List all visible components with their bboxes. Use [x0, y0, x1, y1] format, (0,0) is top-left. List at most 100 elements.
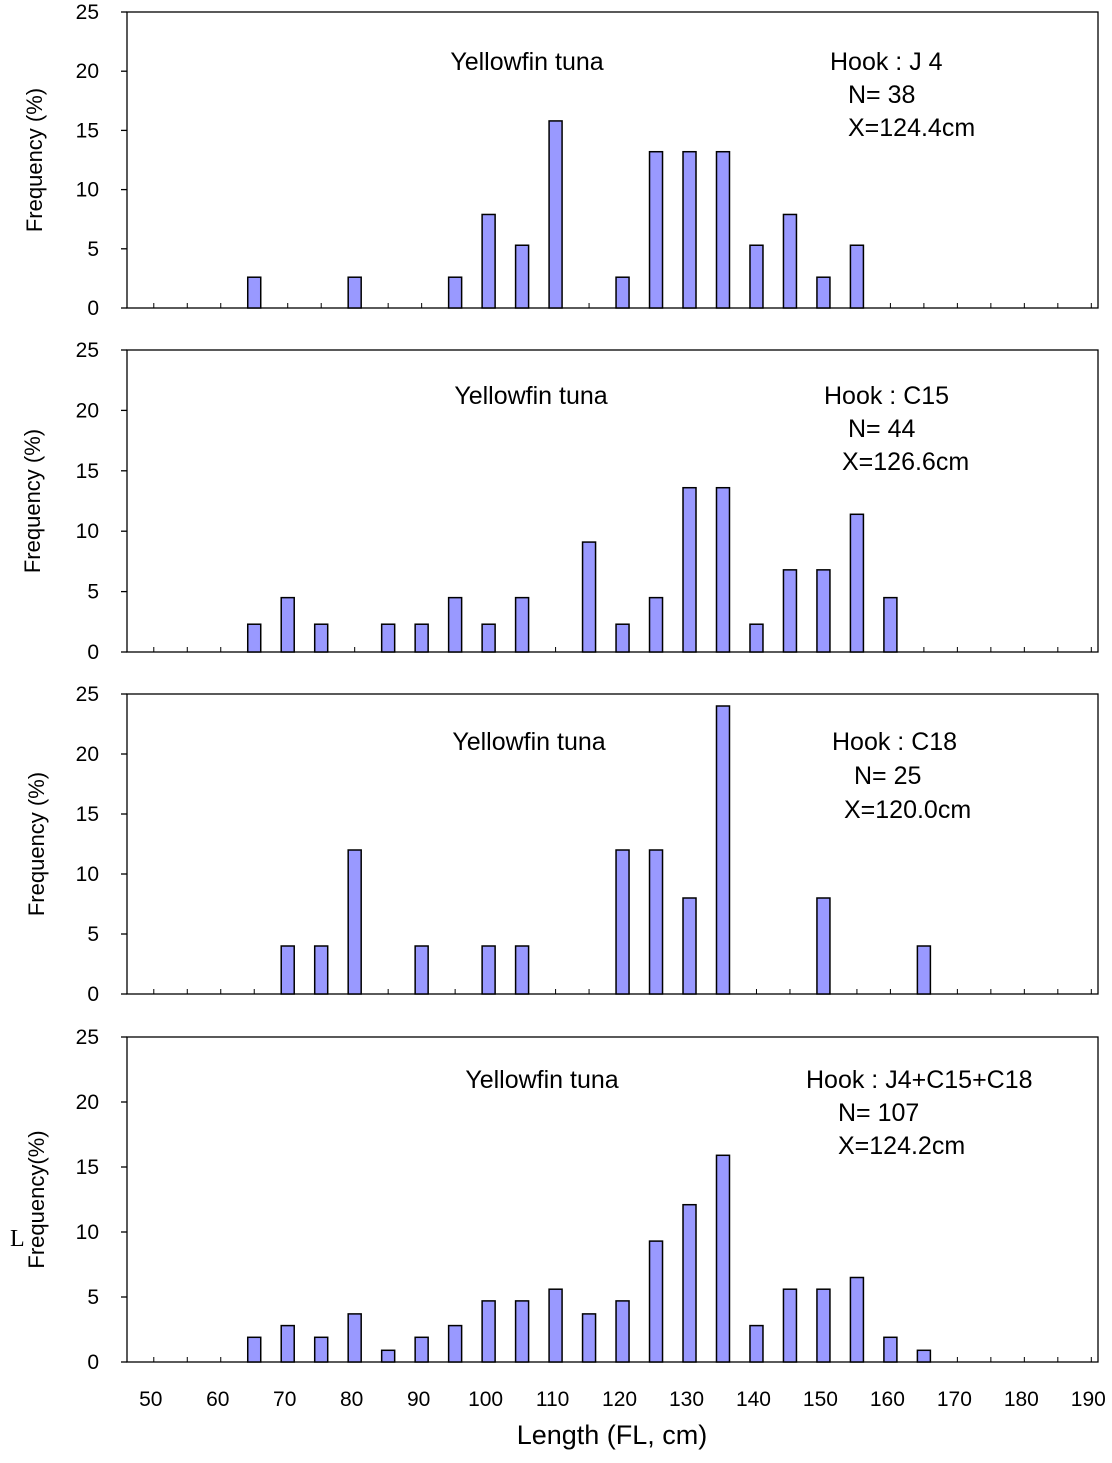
y-tick-label: 20 [76, 1091, 99, 1114]
panel-annotation: N= 25 [854, 762, 921, 790]
x-tick-label: 100 [468, 1388, 503, 1411]
bar [514, 1300, 530, 1363]
y-tick-label: 20 [76, 60, 99, 83]
bar [715, 150, 731, 309]
y-tick-label: 15 [76, 1156, 99, 1179]
bar [481, 945, 496, 995]
bar [481, 623, 496, 653]
bar [414, 945, 429, 995]
bar [347, 276, 362, 309]
x-tick-label: 50 [139, 1388, 162, 1411]
y-tick-label: 15 [76, 460, 99, 483]
y-tick-label: 5 [87, 238, 99, 261]
panel-annotation: Hook : C15 [824, 382, 949, 410]
bar [816, 897, 831, 995]
bar [514, 945, 530, 995]
bar [682, 486, 697, 653]
x-tick-label: 140 [736, 1388, 771, 1411]
panel-title: Yellowfin tuna [452, 728, 605, 756]
bar [715, 486, 731, 653]
y-tick-label: 20 [76, 743, 99, 766]
panel-annotation: Hook : J 4 [830, 48, 943, 76]
bar [615, 849, 630, 995]
x-tick-label: 150 [803, 1388, 838, 1411]
bar [816, 569, 831, 653]
bar [514, 596, 530, 653]
chart-panel-1: 0 5 10 15 20 25 Frequency (%) Yellowfin tuna Hoo… [22, 1, 1099, 320]
y-tick-label: 15 [76, 803, 99, 826]
x-tick-label: 130 [669, 1388, 704, 1411]
bar [648, 596, 664, 653]
bar [347, 1313, 362, 1363]
plot-frame [126, 1036, 1099, 1363]
x-tick-label: 70 [273, 1388, 296, 1411]
y-tick-label: 10 [76, 520, 99, 543]
bar [581, 541, 597, 653]
bar [782, 213, 798, 309]
bar [380, 623, 396, 653]
bar [347, 849, 362, 995]
bar [414, 623, 429, 653]
x-tick-labels: 50 60 70 80 90 100 110 120 130 140 150 160 170 180 190 [139, 1388, 1106, 1411]
y-tick-label: 10 [76, 179, 99, 202]
y-tick-label: 5 [87, 923, 99, 946]
bar [816, 276, 831, 309]
panel-annotation: X=124.4cm [848, 114, 975, 142]
x-tick-label: 90 [407, 1388, 430, 1411]
bar [916, 1349, 932, 1363]
plot-frame [126, 693, 1099, 995]
y-tick-label: 25 [76, 1, 99, 24]
bar [849, 513, 865, 653]
bar [648, 150, 664, 309]
bar [615, 623, 630, 653]
x-axis-label: Length (FL, cm) [517, 1420, 708, 1450]
y-axis-label: Frequency (%) [24, 772, 49, 916]
panel-annotation: N= 38 [848, 81, 915, 109]
bar [548, 1288, 563, 1363]
bar [246, 623, 262, 653]
chart-panel-4: 0 5 10 15 20 25 Frequency(%) Yellowfin tuna Hook… [24, 1026, 1099, 1374]
panel-annotation: X=126.6cm [842, 448, 969, 476]
y-tick-label: 25 [76, 1026, 99, 1049]
bar [849, 1276, 865, 1363]
bar [782, 1288, 798, 1363]
bar [849, 244, 865, 309]
bar [715, 1154, 731, 1363]
bar [715, 705, 731, 995]
bar [648, 849, 664, 995]
panel-title: Yellowfin tuna [465, 1066, 618, 1094]
bar [447, 596, 463, 653]
bar [447, 276, 463, 309]
y-tick-label: 5 [87, 1286, 99, 1309]
x-tick-label: 170 [937, 1388, 972, 1411]
y-tick-label: 0 [87, 641, 99, 664]
bar [380, 1349, 396, 1363]
bar [749, 1324, 764, 1363]
x-tick-label: 80 [340, 1388, 363, 1411]
panel-annotation: N= 107 [838, 1099, 919, 1127]
bar [246, 276, 262, 309]
x-tick-label: 120 [602, 1388, 637, 1411]
bar [313, 623, 329, 653]
bar [682, 897, 697, 995]
x-tick-label: 60 [206, 1388, 229, 1411]
panel-annotation: X=120.0cm [844, 796, 971, 824]
panel-title: Yellowfin tuna [454, 382, 607, 410]
bar [916, 945, 932, 995]
y-tick-label: 10 [76, 1221, 99, 1244]
bar [749, 623, 764, 653]
x-tick-label: 160 [870, 1388, 905, 1411]
y-axis-label: Frequency (%) [22, 88, 47, 232]
bar [414, 1336, 429, 1363]
y-tick-label: 10 [76, 863, 99, 886]
bar [548, 120, 563, 309]
y-tick-label: 0 [87, 297, 99, 320]
panel-title: Yellowfin tuna [450, 48, 603, 76]
y-tick-label: 5 [87, 581, 99, 604]
y-tick-label: 0 [87, 1351, 99, 1374]
bar [782, 569, 798, 653]
bar [581, 1313, 597, 1363]
bar [816, 1288, 831, 1363]
y-axis-label: Frequency(%) [24, 1130, 49, 1268]
